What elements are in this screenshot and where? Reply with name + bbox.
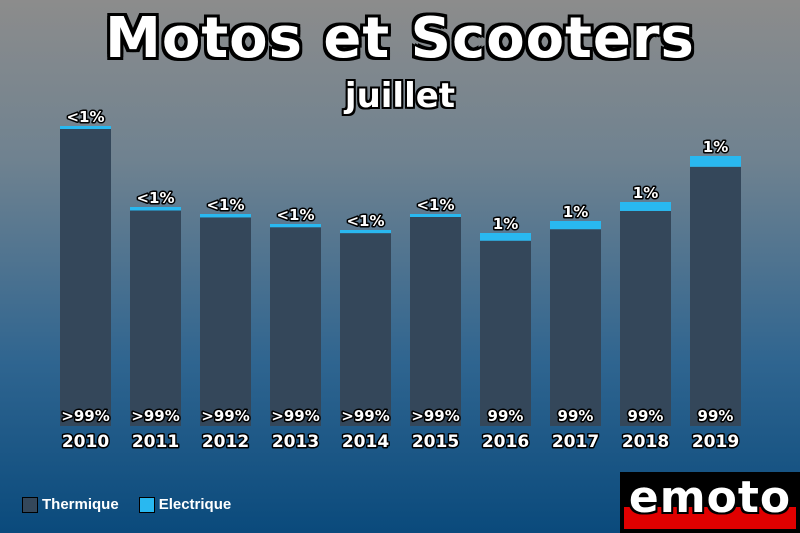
label-thermique-2019: 99% [698,407,734,425]
bar-electrique-2011 [130,207,181,211]
bar-electrique-2017 [550,221,601,230]
label-thermique-2012: >99% [201,407,249,425]
legend-label-thermique: Thermique [42,496,119,513]
chart-subtitle: juillet [344,76,456,116]
emoto-logo: emoto [620,472,800,533]
bar-thermique-2012 [200,217,251,426]
bar-electrique-2018 [620,202,671,211]
tick-label-2017: 2017 [552,432,599,452]
tick-label-2013: 2013 [272,432,319,452]
bar-thermique-2013 [270,227,321,426]
label-thermique-2010: >99% [61,407,109,425]
label-electrique-2018: 1% [633,184,658,202]
bar-thermique-2018 [620,210,671,426]
bar-thermique-2016 [480,240,531,426]
label-electrique-2017: 1% [563,203,588,221]
legend-item-thermique: Thermique [22,496,119,513]
bar-electrique-2013 [270,224,321,228]
legend-label-electrique: Electrique [158,496,232,513]
label-thermique-2013: >99% [271,407,319,425]
bar-electrique-2019 [690,156,741,167]
bar-thermique-2014 [340,233,391,426]
label-electrique-2010: <1% [66,108,104,126]
bar-thermique-2015 [410,217,461,426]
bar-electrique-2014 [340,230,391,234]
logo-red-band [624,507,796,529]
tick-label-2018: 2018 [622,432,669,452]
tick-label-2015: 2015 [412,432,459,452]
legend: Thermique Electrique [22,496,251,513]
label-electrique-2012: <1% [206,196,244,214]
bar-thermique-2017 [550,229,601,426]
label-thermique-2018: 99% [628,407,664,425]
tick-label-2016: 2016 [482,432,529,452]
label-electrique-2014: <1% [346,212,384,230]
bar-electrique-2010 [60,126,111,129]
label-electrique-2011: <1% [136,189,174,207]
label-thermique-2017: 99% [558,407,594,425]
tick-label-2014: 2014 [342,432,389,452]
label-thermique-2011: >99% [131,407,179,425]
label-electrique-2016: 1% [493,215,518,233]
bar-electrique-2016 [480,233,531,241]
bar-electrique-2012 [200,214,251,218]
label-electrique-2015: <1% [416,196,454,214]
legend-swatch-thermique [22,496,38,513]
legend-swatch-electrique [138,496,155,513]
bar-thermique-2010 [60,129,111,426]
label-thermique-2014: >99% [341,407,389,425]
label-thermique-2016: 99% [488,407,524,425]
chart-title: Motos et Scooters [105,6,695,71]
tick-label-2019: 2019 [692,432,739,452]
tick-label-2011: 2011 [132,432,179,452]
bar-electrique-2015 [410,214,461,217]
label-electrique-2013: <1% [276,206,314,224]
logo-text: emoto [628,472,792,523]
tick-label-2012: 2012 [202,432,249,452]
label-electrique-2019: 1% [703,138,728,156]
legend-item-electrique: Electrique [138,496,232,513]
tick-label-2010: 2010 [62,432,109,452]
bar-thermique-2019 [690,166,741,427]
label-thermique-2015: >99% [411,407,459,425]
bar-thermique-2011 [130,210,181,426]
